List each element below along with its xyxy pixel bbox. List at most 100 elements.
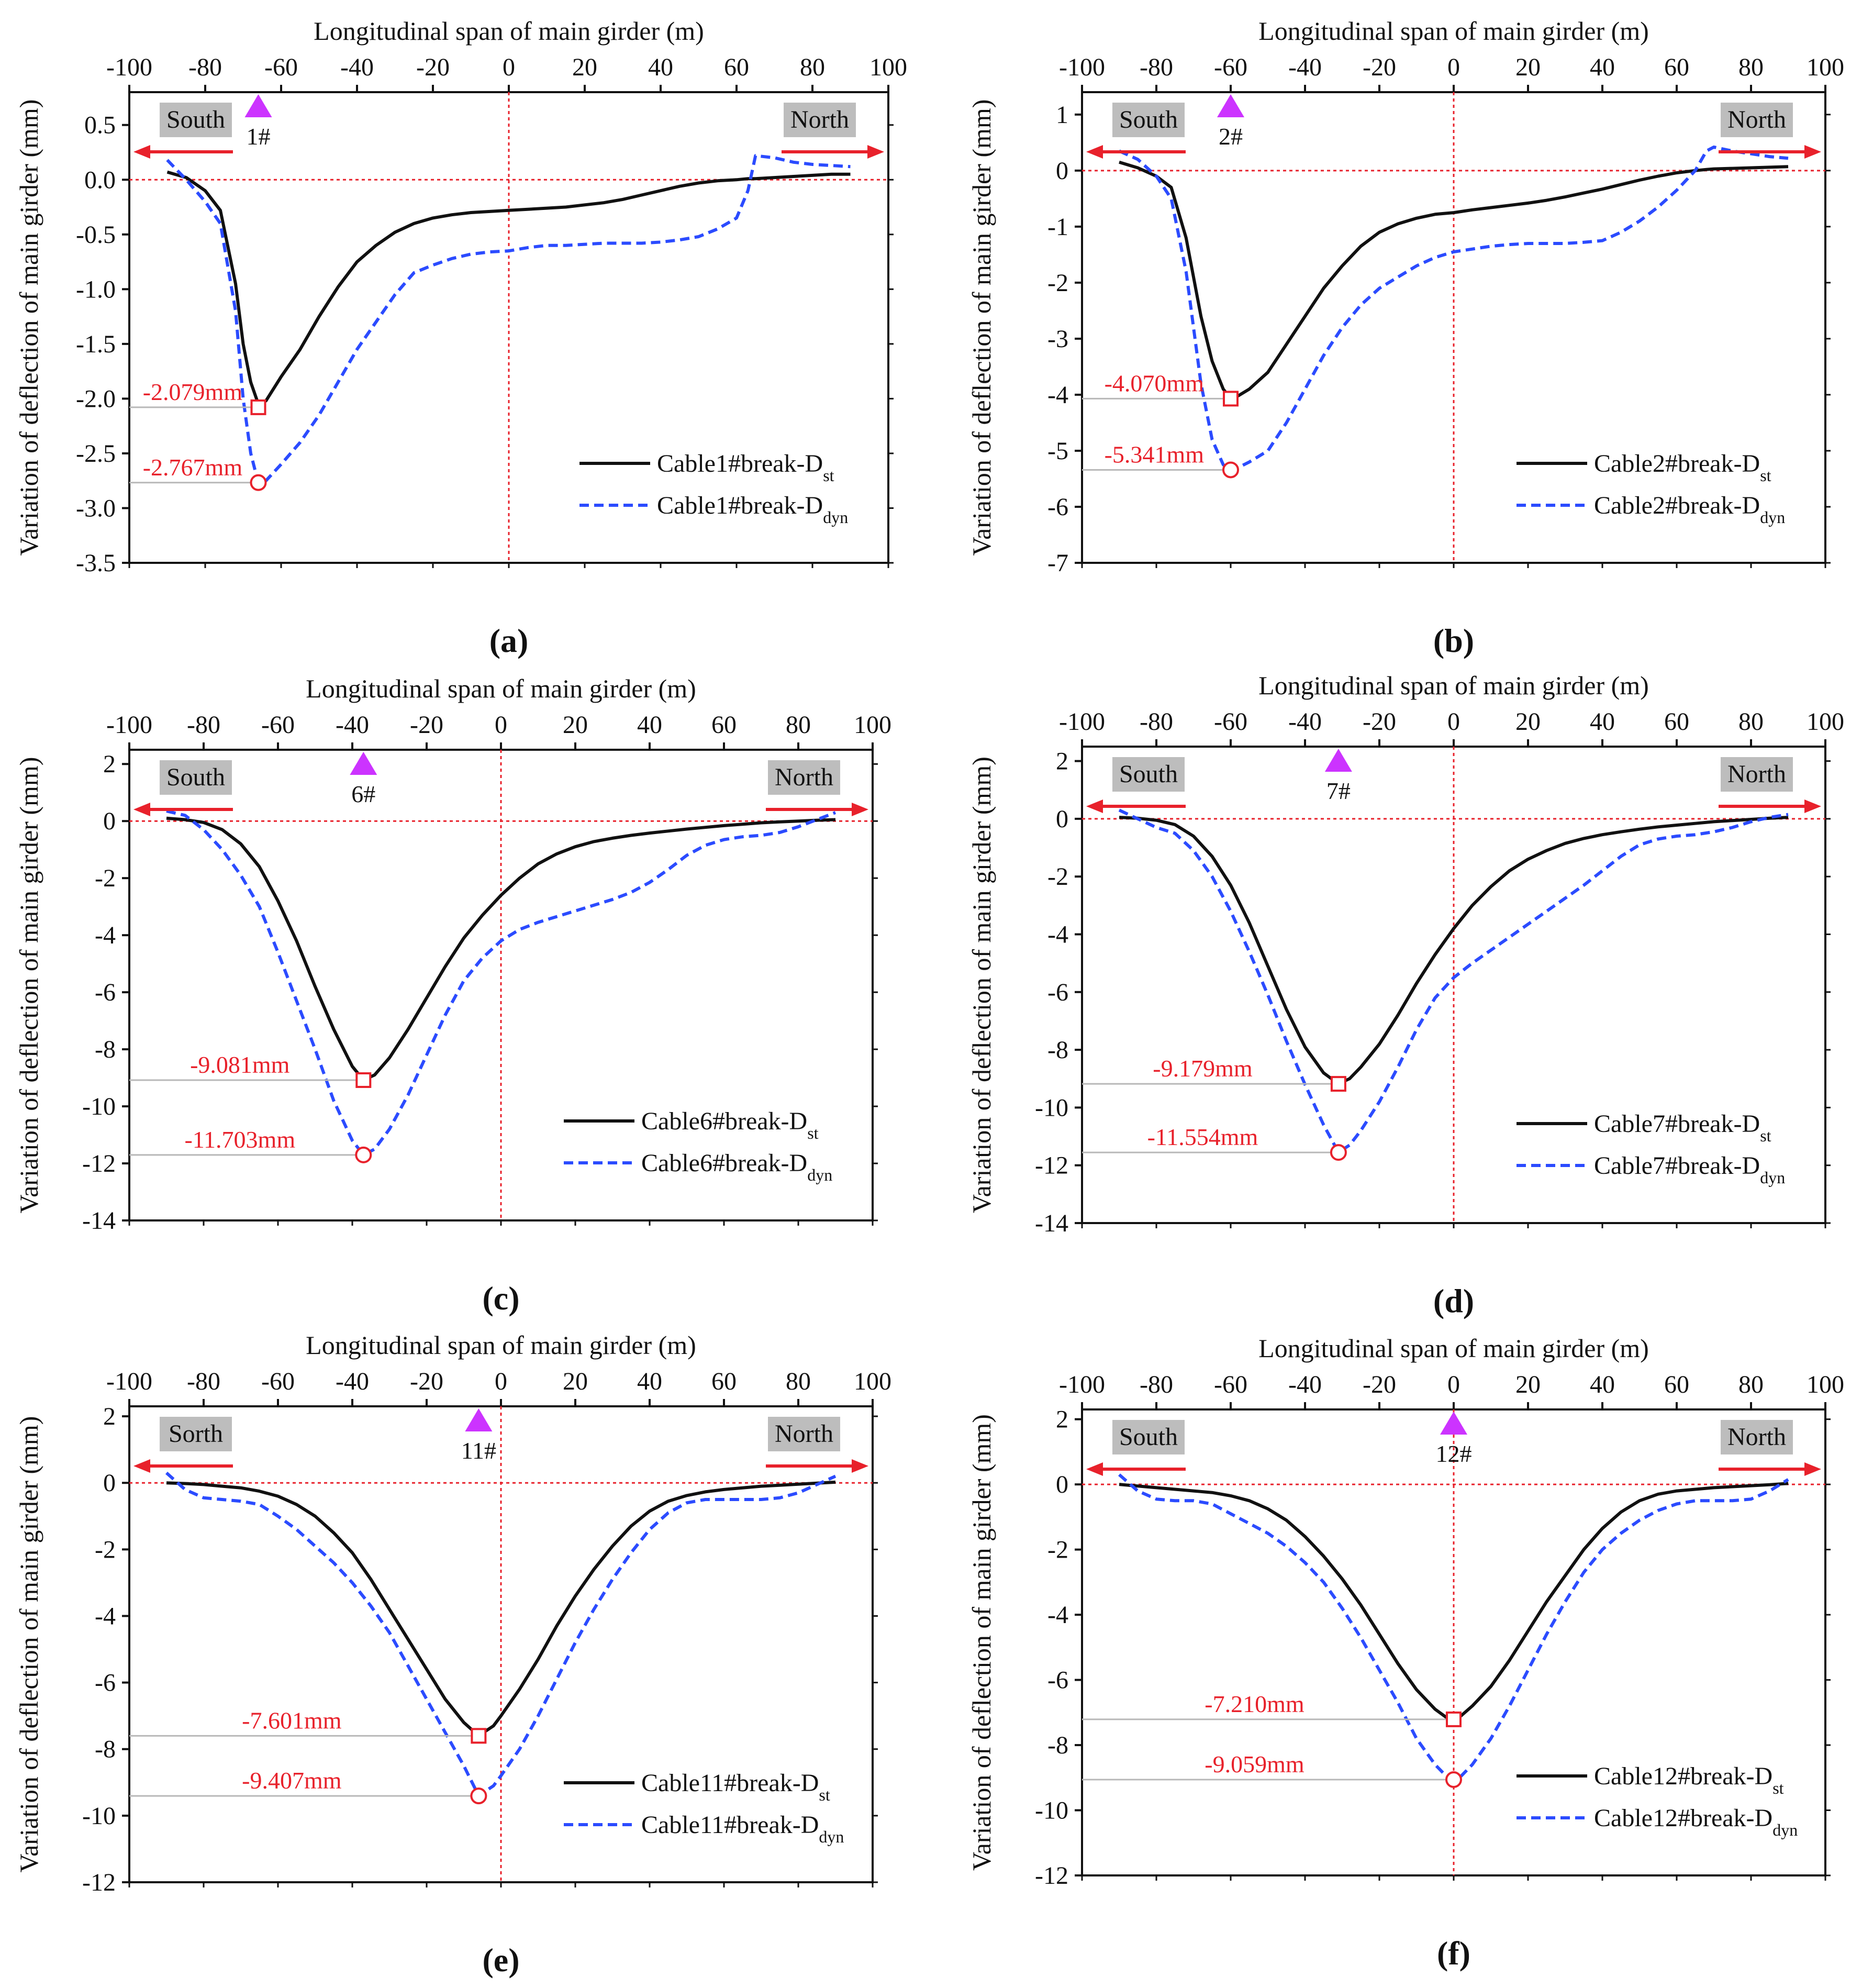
y-tick-label: -4	[1047, 1601, 1068, 1629]
y-tick-label: 1	[1056, 101, 1068, 129]
x-tick-label: -40	[336, 1368, 369, 1395]
panel-label: (e)	[482, 1941, 519, 1979]
y-tick-label: -4	[95, 921, 116, 949]
peak-value-label: -4.070mm	[1105, 370, 1205, 396]
chart-panel-d: -100 -80 -60 -40 -20 0 20 40 60 80 100Longitudinal…	[967, 671, 1844, 1319]
y-tick-label: -1	[1047, 213, 1068, 241]
y-tick-label: 2	[1056, 1406, 1068, 1434]
y-tick-label: -3	[1047, 325, 1068, 353]
dynamic-deflection-line	[1118, 1473, 1789, 1781]
x-tick-label: -100	[1059, 1371, 1105, 1398]
y-axis-title: Variation of deflection of main girder (…	[967, 757, 996, 1213]
x-tick-label: 20	[1515, 53, 1541, 81]
peak-value-label: -11.554mm	[1147, 1124, 1258, 1150]
y-tick-label: -8	[95, 1736, 116, 1763]
broken-cable-marker-icon	[1324, 749, 1352, 772]
legend-entry-static: Cable7#break-Dst	[1594, 1110, 1771, 1145]
dynamic-peak-marker	[355, 1146, 372, 1163]
north-label-box	[768, 760, 840, 795]
peak-value-label: -9.407mm	[242, 1767, 342, 1794]
y-tick-label: -6	[1047, 1667, 1068, 1694]
peak-value-label: -7.601mm	[242, 1707, 342, 1734]
dynamic-peak-marker	[1445, 1771, 1462, 1788]
north-label-box	[768, 1417, 840, 1451]
y-tick-label: -12	[1035, 1862, 1068, 1890]
south-arrow-icon	[1086, 799, 1103, 813]
north-label: North	[1727, 760, 1786, 788]
y-tick-label: -10	[82, 1802, 116, 1830]
dynamic-peak-marker	[1222, 461, 1239, 479]
x-tick-label: -60	[1214, 1371, 1247, 1398]
north-label: North	[1727, 1423, 1786, 1451]
legend-entry-dynamic: Cable12#break-Ddyn	[1594, 1804, 1798, 1839]
x-tick-label: 40	[1590, 1371, 1615, 1398]
x-tick-label: -80	[187, 711, 220, 739]
legend-entry-static: Cable2#break-Dst	[1594, 450, 1771, 485]
x-tick-label: -60	[261, 711, 295, 739]
y-tick-label: -4	[1047, 381, 1068, 409]
x-tick-label: -40	[1288, 1371, 1322, 1398]
y-axis-title: Variation of deflection of main girder (…	[14, 99, 43, 556]
x-tick-label: 100	[869, 53, 907, 81]
x-axis-title: Longitudinal span of main girder (m)	[306, 1330, 696, 1360]
static-deflection-line	[1119, 816, 1789, 1086]
static-peak-marker	[250, 399, 266, 415]
x-tick-label: 60	[1664, 708, 1689, 736]
static-peak-marker	[1446, 1711, 1462, 1727]
y-tick-label: 0	[1056, 157, 1068, 185]
south-label-box	[160, 103, 232, 137]
x-tick-label: -80	[1140, 53, 1173, 81]
broken-cable-marker-icon	[244, 94, 272, 117]
peak-value-label: -9.179mm	[1153, 1055, 1253, 1082]
y-tick-label: -6	[95, 1669, 116, 1697]
y-tick-label: -2	[95, 1536, 116, 1563]
x-tick-label: 20	[1515, 1371, 1541, 1398]
south-arrow-icon	[1086, 1462, 1103, 1476]
x-tick-label: 100	[1807, 53, 1844, 81]
y-tick-label: -10	[1035, 1094, 1068, 1121]
static-peak-marker	[1330, 1076, 1346, 1092]
x-tick-label: 80	[1738, 1371, 1764, 1398]
y-tick-label: 2	[103, 1403, 116, 1430]
y-tick-label: -2	[1047, 269, 1068, 297]
south-label: South	[166, 763, 225, 791]
south-label-box	[1112, 757, 1185, 792]
static-deflection-line	[1119, 160, 1789, 401]
y-tick-label: -12	[82, 1150, 116, 1178]
y-tick-label: -4	[1047, 920, 1068, 948]
north-arrow-icon	[852, 803, 868, 816]
x-tick-label: 100	[854, 711, 891, 739]
x-tick-label: 80	[1738, 53, 1764, 81]
x-axis-title: Longitudinal span of main girder (m)	[1258, 671, 1649, 700]
static-deflection-line	[166, 816, 836, 1082]
peak-value-label: -2.767mm	[143, 454, 243, 481]
static-deflection-line	[166, 170, 851, 406]
broken-cable-label: 7#	[1326, 778, 1351, 804]
peak-value-label: -9.081mm	[190, 1051, 290, 1078]
dynamic-peak-marker	[1330, 1144, 1347, 1161]
y-tick-label: -1.0	[76, 275, 116, 303]
y-tick-label: -14	[1035, 1209, 1068, 1237]
panel-label: (c)	[482, 1280, 519, 1317]
south-label: South	[166, 106, 225, 134]
x-tick-label: 60	[711, 711, 737, 739]
broken-cable-label: 12#	[1436, 1440, 1472, 1467]
south-arrow-icon	[1086, 145, 1103, 159]
y-tick-label: -2.0	[76, 385, 116, 413]
south-label-box	[160, 1417, 232, 1451]
broken-cable-marker-icon	[465, 1408, 493, 1431]
peak-value-label: -2.079mm	[143, 379, 243, 405]
x-tick-label: -60	[1214, 708, 1247, 736]
y-tick-label: -0.5	[76, 221, 116, 249]
y-tick-label: 2	[1056, 748, 1068, 775]
x-tick-label: -100	[1059, 708, 1105, 736]
legend-entry-dynamic: Cable1#break-Ddyn	[657, 492, 848, 527]
x-tick-label: 20	[563, 1368, 588, 1395]
south-label: South	[1119, 760, 1178, 788]
y-tick-label: -2	[1047, 1536, 1068, 1564]
south-label-box	[1112, 1420, 1185, 1454]
x-tick-label: -40	[336, 711, 369, 739]
x-tick-label: 80	[1738, 708, 1764, 736]
y-tick-label: -8	[1047, 1036, 1068, 1064]
